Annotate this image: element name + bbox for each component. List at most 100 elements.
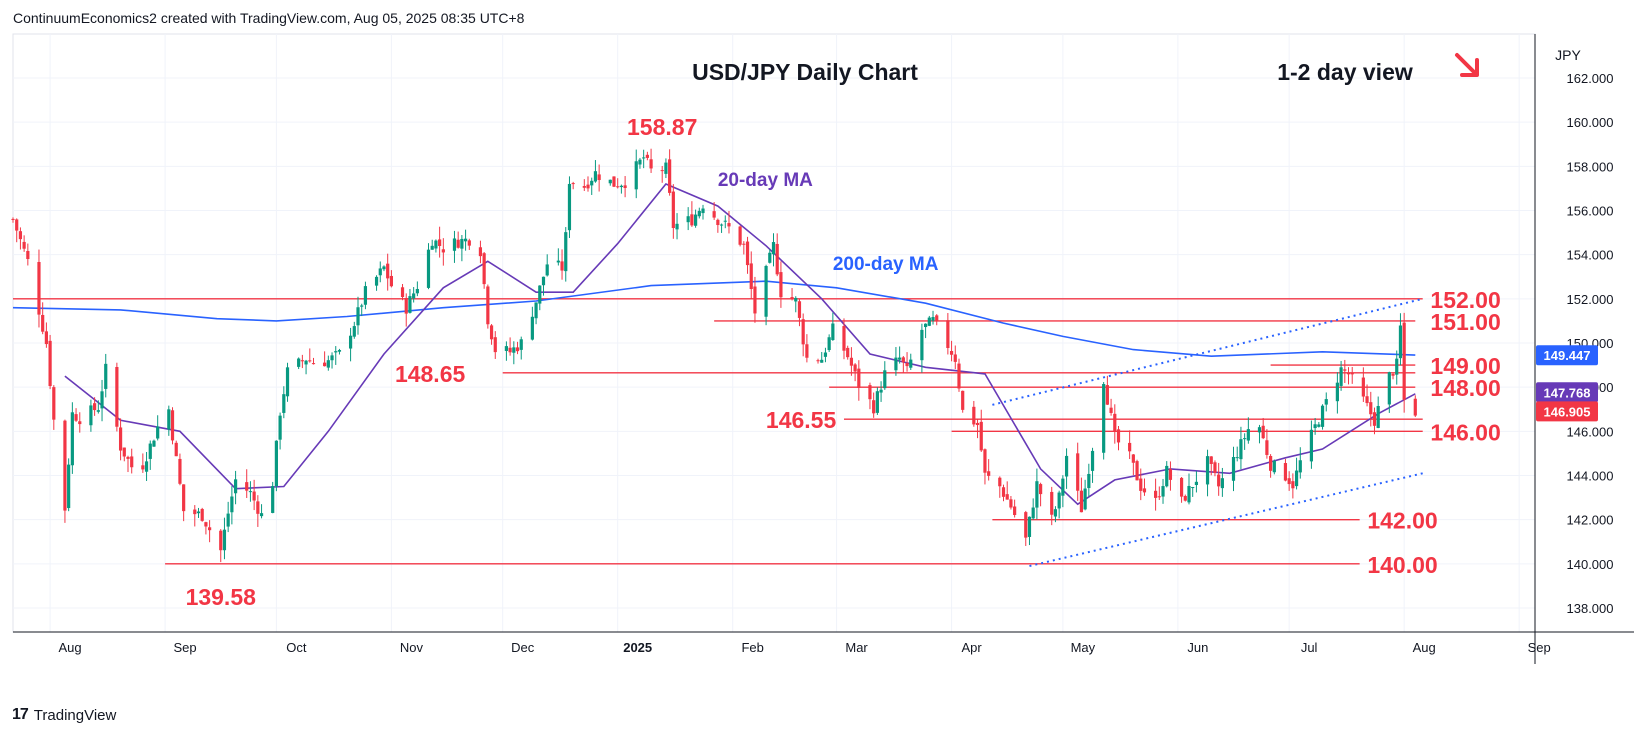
candle [15,218,19,243]
candle [931,310,935,325]
candle [790,288,794,301]
candle [334,346,338,365]
candle [701,204,705,220]
candle [1205,449,1210,497]
candle [67,458,71,512]
candle [1320,404,1325,430]
candle [515,341,520,355]
candle [868,382,872,410]
candle [590,177,594,195]
candle [842,318,846,360]
candle [308,348,312,363]
candle [356,296,360,335]
candle [115,362,119,432]
x-tick-label: May [1071,640,1096,655]
candle [352,321,356,339]
candle [831,312,835,341]
grid [12,33,1536,633]
candle [200,507,204,522]
candle [645,151,649,161]
candle [404,293,408,327]
x-tick-label: Feb [741,640,763,655]
candle [104,353,108,398]
candle [1064,448,1069,489]
level-label: 146.55 [766,407,837,433]
candle [1243,433,1247,450]
candle [1269,454,1273,478]
candle [148,440,152,470]
candle [493,331,497,359]
candle [144,452,149,481]
candle [226,501,230,533]
candle [297,357,301,370]
candle [22,235,26,252]
trendline [1029,472,1423,568]
candle [719,223,724,233]
candle [78,412,82,433]
candle [434,239,438,253]
candle [178,453,182,486]
candle [230,486,234,525]
candle [1231,446,1236,492]
candle [1001,484,1006,502]
candle [11,217,15,223]
level-label: 152.00 [1430,287,1500,313]
x-tick-label: 2025 [623,640,652,655]
candle [271,481,275,514]
candle [208,520,212,543]
candle [538,285,542,311]
candle [1053,506,1058,523]
chart-title: USD/JPY Daily Chart [692,59,918,85]
candle [1057,490,1061,519]
candle [1183,494,1187,502]
candle [259,504,264,519]
candle [616,178,620,189]
candle [130,448,134,474]
candle [1220,467,1224,497]
candle [801,313,805,357]
candle [426,243,431,290]
level-label: 140.00 [1367,552,1437,578]
x-tick-label: Mar [845,640,868,655]
y-tick-label: 138.000 [1567,601,1614,616]
candle [1090,447,1095,483]
candle [742,241,746,255]
x-tick-label: Jul [1301,640,1318,655]
candle [1283,458,1288,482]
trendlines [992,297,1423,568]
candle [326,355,330,371]
candle [849,347,854,376]
candle [463,229,468,251]
candle [323,351,327,367]
level-label: 139.58 [186,584,257,610]
candle [738,225,742,247]
candle [311,357,316,365]
candle [382,265,386,272]
candle [196,507,201,518]
candle [1239,426,1243,470]
tradingview-brand: TradingView [33,706,117,724]
y-tick-label: 140.000 [1567,557,1614,572]
tradingview-logo[interactable]: 17 TradingView [12,706,116,724]
candle [909,353,913,370]
candle [1113,404,1117,444]
candle [1350,366,1354,384]
ma20-line [64,183,1416,506]
price-tag-label: 149.447 [1544,348,1591,363]
plot-frame [12,33,1536,633]
candle [857,360,861,401]
candle [853,363,857,382]
candle [519,336,523,360]
candle [1335,372,1339,414]
candle [1235,446,1239,462]
candle [285,362,290,402]
candle [1191,486,1195,497]
candle [348,327,353,362]
price-tag: 146.905 [1536,401,1598,422]
x-tick-label: Sep [174,640,197,655]
candle [623,176,627,198]
y-tick-label: 156.000 [1567,204,1614,219]
candle [1361,367,1365,402]
candle [1309,420,1314,469]
